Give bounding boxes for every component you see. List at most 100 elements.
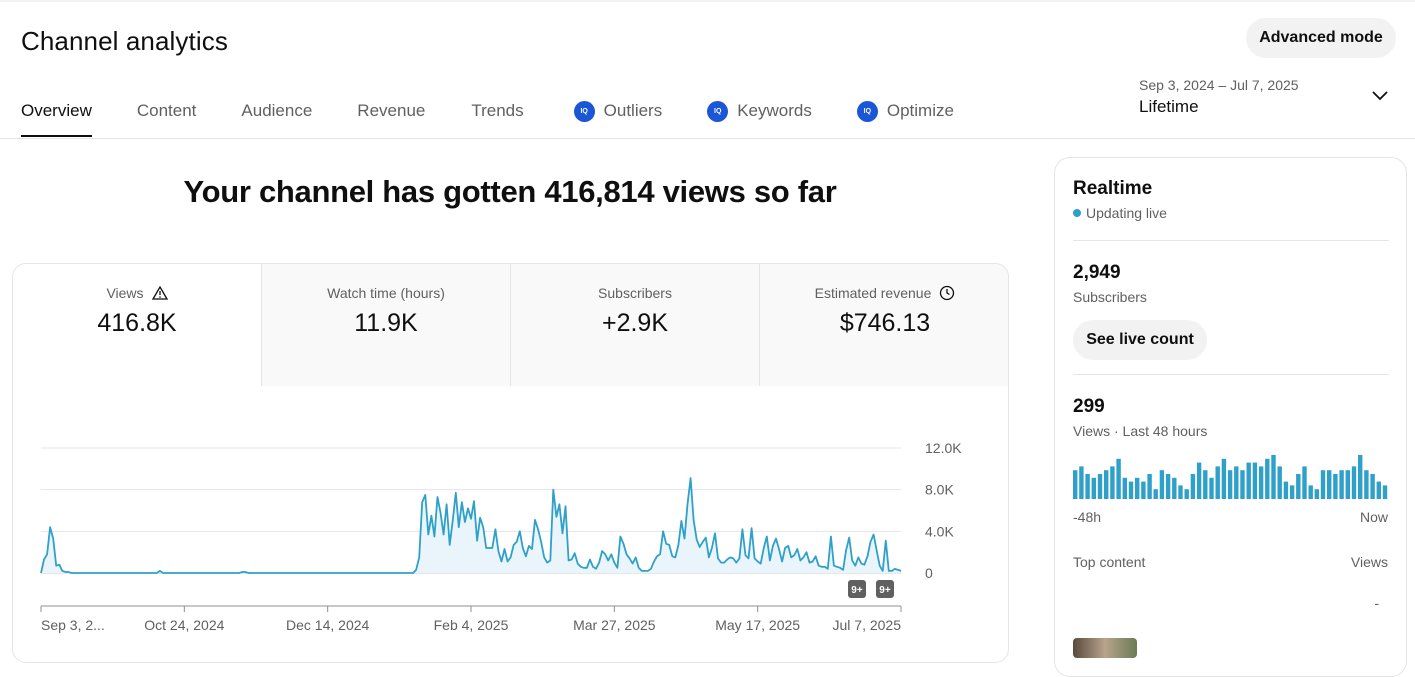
axis-start-label: -48h bbox=[1073, 509, 1102, 525]
tab-overview[interactable]: Overview bbox=[21, 96, 92, 137]
realtime-bar bbox=[1283, 481, 1289, 499]
advanced-mode-button[interactable]: Advanced mode bbox=[1246, 18, 1396, 58]
realtime-bar bbox=[1153, 489, 1158, 499]
realtime-bar-chart bbox=[1073, 455, 1388, 499]
metric-value: $746.13 bbox=[839, 309, 931, 337]
views-headline: Your channel has gotten 416,814 views so… bbox=[183, 174, 837, 209]
see-live-count-button[interactable]: See live count bbox=[1073, 320, 1207, 360]
realtime-bar bbox=[1358, 455, 1363, 499]
realtime-title: Realtime bbox=[1073, 178, 1153, 199]
realtime-bar bbox=[1141, 481, 1146, 499]
realtime-views-count: 299 bbox=[1073, 396, 1105, 417]
realtime-bar bbox=[1079, 466, 1084, 499]
metric-label: Subscribers bbox=[511, 285, 759, 301]
annotation-marker-label: 9+ bbox=[851, 585, 863, 596]
realtime-bar bbox=[1209, 477, 1214, 499]
realtime-bar bbox=[1370, 474, 1375, 499]
realtime-bar bbox=[1271, 455, 1276, 499]
live-dot-icon bbox=[1073, 209, 1081, 217]
tab-label: Revenue bbox=[357, 101, 426, 120]
metric-label: Watch time (hours) bbox=[262, 285, 510, 301]
tab-revenue[interactable]: Revenue bbox=[357, 96, 425, 126]
tab-label: Overview bbox=[21, 101, 92, 120]
realtime-bar bbox=[1196, 462, 1202, 499]
top-divider bbox=[0, 0, 1415, 2]
top-content-views-heading: Views bbox=[1350, 554, 1388, 570]
realtime-bar bbox=[1184, 489, 1189, 499]
realtime-bar bbox=[1172, 477, 1177, 499]
realtime-bar bbox=[1097, 474, 1103, 499]
video-thumbnail[interactable] bbox=[1073, 638, 1137, 658]
metric-label-text: Estimated revenue bbox=[814, 285, 932, 301]
metric-value: 11.9K bbox=[354, 309, 418, 337]
tab-audience[interactable]: Audience bbox=[241, 96, 312, 126]
date-range-dates: Sep 3, 2024 – Jul 7, 2025 bbox=[1139, 77, 1299, 93]
realtime-bar bbox=[1178, 485, 1183, 499]
metric-estimated-revenue[interactable]: Estimated revenue $746.13 bbox=[760, 264, 1008, 386]
metric-views[interactable]: Views 416.8K bbox=[13, 264, 262, 386]
realtime-bar bbox=[1159, 470, 1165, 499]
realtime-bar bbox=[1215, 466, 1220, 499]
realtime-bar bbox=[1296, 474, 1301, 499]
x-tick-label: Sep 3, 2... bbox=[41, 617, 105, 633]
tab-label: Outliers bbox=[603, 101, 663, 120]
top-bar: Channel analytics Advanced mode Overview… bbox=[0, 0, 1415, 139]
clock-icon bbox=[940, 285, 955, 301]
realtime-bar bbox=[1122, 477, 1127, 499]
realtime-bar bbox=[1308, 485, 1313, 499]
realtime-bar bbox=[1190, 474, 1196, 499]
tab-label: Content bbox=[136, 101, 197, 120]
realtime-bar bbox=[1073, 470, 1078, 499]
x-tick-label: Dec 14, 2024 bbox=[286, 617, 369, 633]
x-tick-label: May 17, 2025 bbox=[715, 617, 800, 633]
tab-label: Keywords bbox=[737, 101, 812, 120]
x-tick-label: Mar 27, 2025 bbox=[573, 617, 656, 633]
realtime-bar bbox=[1221, 458, 1227, 499]
metrics-card: Views 416.8K Watch time (hours) 11.9K Su… bbox=[12, 263, 1009, 663]
y-tick-label: 12.0K bbox=[925, 440, 962, 456]
realtime-bar bbox=[1246, 462, 1251, 499]
axis-end-label: Now bbox=[1359, 509, 1388, 525]
annotation-marker bbox=[848, 580, 866, 598]
subscriber-count: 2,949 bbox=[1073, 262, 1121, 283]
realtime-bar bbox=[1147, 474, 1152, 499]
metric-watch-time[interactable]: Watch time (hours) 11.9K bbox=[262, 264, 511, 386]
x-tick-label: Feb 4, 2025 bbox=[434, 617, 509, 633]
realtime-bar bbox=[1203, 470, 1208, 499]
metric-subscribers[interactable]: Subscribers +2.9K bbox=[511, 264, 760, 386]
iq-badge-icon: IQ bbox=[856, 100, 878, 122]
realtime-bar bbox=[1258, 466, 1264, 499]
realtime-bar bbox=[1252, 462, 1258, 499]
tab-keywords[interactable]: IQ Keywords bbox=[707, 96, 812, 126]
realtime-bar bbox=[1234, 466, 1239, 499]
divider bbox=[1073, 374, 1389, 375]
realtime-bar bbox=[1376, 481, 1381, 499]
realtime-bar bbox=[1345, 470, 1350, 499]
live-status-text: Updating live bbox=[1086, 205, 1167, 221]
chevron-down-icon bbox=[1372, 91, 1388, 101]
tab-label: Audience bbox=[241, 101, 313, 120]
realtime-bar bbox=[1351, 466, 1357, 499]
realtime-bar bbox=[1314, 489, 1319, 499]
metric-value: 416.8K bbox=[97, 309, 177, 337]
divider bbox=[1073, 240, 1389, 241]
tab-outliers[interactable]: IQ Outliers bbox=[573, 96, 663, 126]
views-area bbox=[41, 478, 901, 573]
live-status: Updating live bbox=[1073, 205, 1167, 221]
date-range-picker[interactable]: Sep 3, 2024 – Jul 7, 2025 Lifetime bbox=[1139, 77, 1399, 127]
x-tick-label: Jul 7, 2025 bbox=[833, 617, 902, 633]
tab-label: Trends bbox=[471, 101, 524, 120]
y-tick-label: 4.0K bbox=[925, 523, 954, 539]
realtime-bar bbox=[1364, 470, 1369, 499]
annotation-marker-label: 9+ bbox=[879, 585, 891, 596]
realtime-bar bbox=[1289, 485, 1295, 499]
top-content-heading: Top content bbox=[1073, 554, 1146, 570]
realtime-bar bbox=[1227, 470, 1233, 499]
tab-content[interactable]: Content bbox=[137, 96, 197, 126]
views-line bbox=[40, 477, 902, 574]
subscriber-label: Subscribers bbox=[1073, 289, 1147, 305]
y-tick-label: 8.0K bbox=[925, 482, 954, 498]
tab-trends[interactable]: Trends bbox=[471, 96, 523, 126]
tab-optimize[interactable]: IQ Optimize bbox=[856, 96, 954, 126]
metric-label: Estimated revenue bbox=[760, 285, 1008, 301]
